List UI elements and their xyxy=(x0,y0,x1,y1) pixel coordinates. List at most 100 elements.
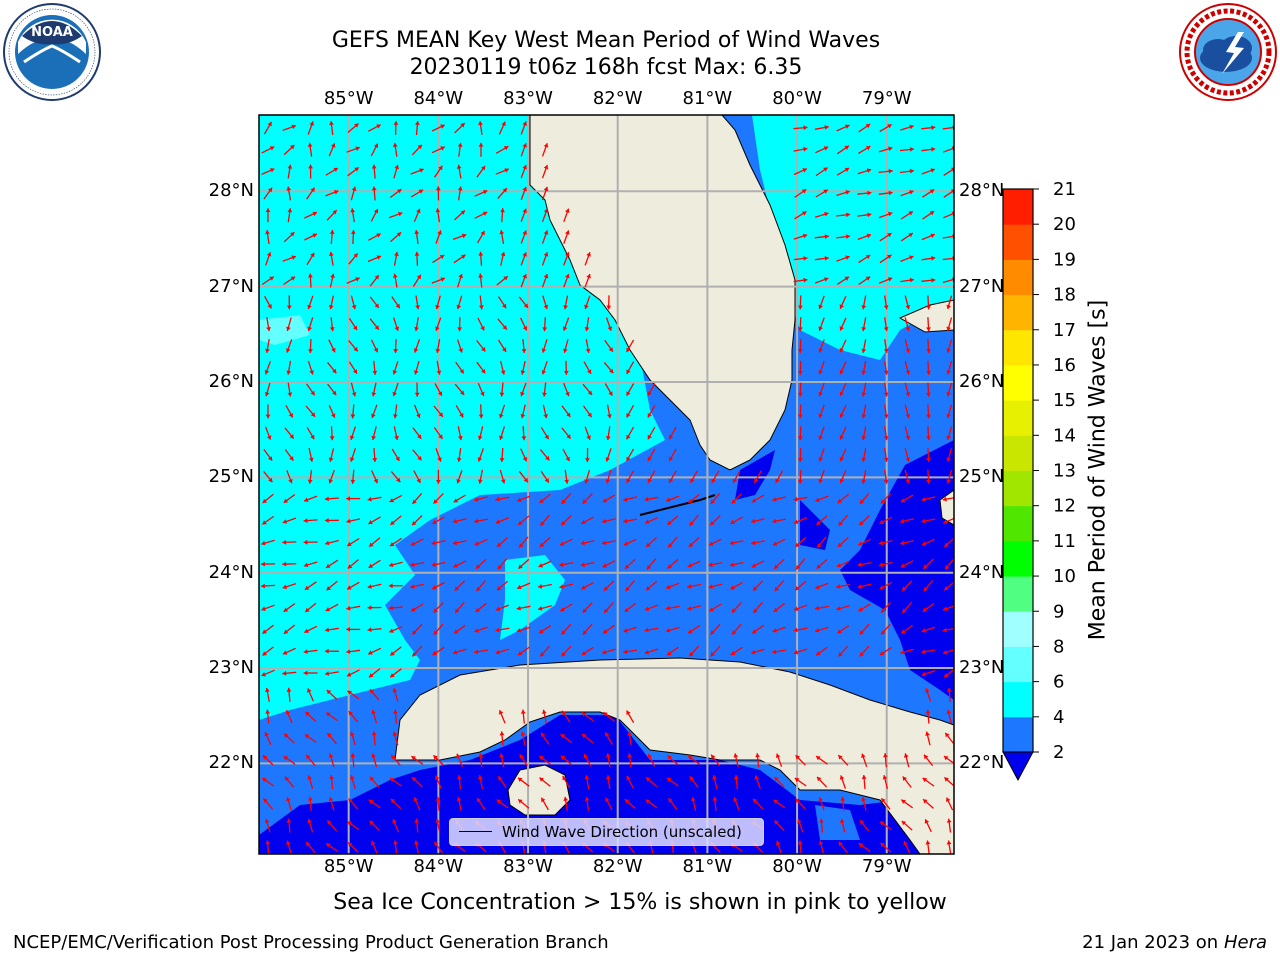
noaa-logo: NOAA xyxy=(3,3,101,101)
wave-direction-arrow xyxy=(561,427,572,440)
wave-direction-arrow xyxy=(626,470,635,484)
wave-direction-arrow xyxy=(326,819,337,832)
wave-direction-arrow xyxy=(732,470,741,484)
wave-direction-arrow xyxy=(287,382,293,397)
wave-direction-arrow xyxy=(859,623,870,636)
wave-direction-arrow xyxy=(626,339,635,353)
wave-direction-arrow xyxy=(307,295,314,310)
wave-direction-arrow xyxy=(327,383,337,396)
sea-ice-note: Sea Ice Concentration > 15% is shown in … xyxy=(333,890,947,915)
wave-direction-arrow xyxy=(946,818,952,833)
wave-direction-arrow xyxy=(878,168,893,174)
wave-direction-arrow xyxy=(644,648,659,655)
wave-direction-arrow xyxy=(946,317,953,332)
wave-direction-arrow xyxy=(410,603,424,612)
wave-direction-arrow xyxy=(410,538,424,546)
wave-direction-arrow xyxy=(838,841,848,854)
nws-logo xyxy=(1179,3,1277,101)
wave-direction-arrow xyxy=(474,211,488,219)
wave-direction-arrow xyxy=(838,514,849,527)
wave-direction-arrow xyxy=(325,603,339,612)
wave-direction-arrow xyxy=(435,317,442,332)
wave-direction-arrow xyxy=(921,496,936,502)
wave-direction-arrow xyxy=(921,538,935,546)
wave-direction-arrow xyxy=(584,469,591,484)
wave-direction-arrow xyxy=(793,277,808,283)
wave-direction-arrow xyxy=(388,605,403,611)
wave-direction-arrow xyxy=(878,146,893,153)
wave-direction-arrow xyxy=(414,382,420,397)
wave-direction-arrow xyxy=(582,405,593,418)
wave-direction-arrow xyxy=(431,581,445,590)
wave-direction-arrow xyxy=(582,602,593,614)
wave-direction-arrow xyxy=(495,496,510,502)
wave-direction-arrow xyxy=(303,670,318,676)
wave-direction-arrow xyxy=(861,774,867,790)
wave-direction-arrow xyxy=(539,777,551,787)
wave-direction-arrow xyxy=(435,448,442,462)
wave-direction-arrow xyxy=(308,448,314,462)
wave-direction-arrow xyxy=(282,255,297,262)
wave-direction-arrow xyxy=(667,797,678,810)
wave-direction-arrow xyxy=(265,251,272,266)
wave-direction-arrow xyxy=(372,360,378,375)
wave-direction-arrow xyxy=(328,295,335,310)
wave-direction-arrow xyxy=(606,295,612,310)
wave-direction-arrow xyxy=(456,448,462,462)
wave-direction-arrow xyxy=(368,516,381,525)
wave-direction-arrow xyxy=(751,494,765,503)
wave-direction-arrow xyxy=(454,122,466,134)
land-bahamas-north xyxy=(898,299,954,333)
wave-direction-arrow xyxy=(666,515,679,526)
wave-direction-arrow xyxy=(389,626,403,633)
wave-direction-arrow xyxy=(303,561,318,568)
wave-direction-arrows xyxy=(260,120,954,854)
wave-direction-arrow xyxy=(521,338,527,354)
wave-direction-arrow xyxy=(495,168,510,175)
wave-direction-arrow xyxy=(879,646,892,656)
wave-direction-arrow xyxy=(282,582,297,590)
colorbar-segment xyxy=(1003,189,1033,225)
colorbar-segment xyxy=(1003,540,1033,577)
wave-direction-arrow xyxy=(818,469,825,484)
wave-direction-arrow xyxy=(815,582,829,590)
wave-direction-arrow xyxy=(371,753,378,768)
wave-direction-arrow xyxy=(413,470,421,484)
wave-direction-arrow xyxy=(307,775,314,789)
wave-direction-arrow xyxy=(922,777,935,787)
wave-direction-arrow xyxy=(559,603,573,612)
wave-direction-arrow xyxy=(283,144,295,156)
wave-direction-arrow xyxy=(542,295,549,310)
wave-direction-arrow xyxy=(733,796,740,811)
wave-direction-arrow xyxy=(584,251,591,266)
wave-direction-arrow xyxy=(496,799,509,809)
wave-direction-arrow xyxy=(329,251,334,266)
wave-direction-arrow xyxy=(926,317,931,332)
wave-direction-arrow xyxy=(857,212,872,218)
wave-direction-arrow xyxy=(624,602,637,613)
map-plot-area xyxy=(259,115,954,854)
wave-direction-arrow xyxy=(582,383,593,396)
wave-direction-arrow xyxy=(603,361,614,374)
wave-period-band-4-6-atlantic xyxy=(752,115,954,360)
wave-direction-arrow xyxy=(263,470,273,483)
wave-direction-arrow xyxy=(815,646,828,656)
wave-direction-arrow xyxy=(392,382,399,397)
wave-direction-arrow xyxy=(883,753,888,768)
wave-direction-arrow xyxy=(859,492,870,505)
wave-direction-arrow xyxy=(815,755,828,765)
wave-direction-arrow xyxy=(686,583,702,589)
wave-direction-arrow xyxy=(563,796,569,811)
wave-direction-arrow xyxy=(326,580,338,591)
wave-direction-arrow xyxy=(350,775,356,789)
wave-direction-arrow xyxy=(603,580,615,592)
wave-direction-arrow xyxy=(347,123,359,133)
wave-direction-arrow xyxy=(798,360,803,375)
wave-direction-arrow xyxy=(478,273,484,288)
colorbar-tick-label: 13 xyxy=(1053,461,1076,482)
lon-tick-label-bottom: 85°W xyxy=(323,856,374,877)
wave-direction-arrow xyxy=(436,360,442,375)
wave-direction-arrow xyxy=(857,190,872,196)
wave-direction-arrow xyxy=(499,404,506,419)
wave-direction-arrow xyxy=(539,449,550,461)
